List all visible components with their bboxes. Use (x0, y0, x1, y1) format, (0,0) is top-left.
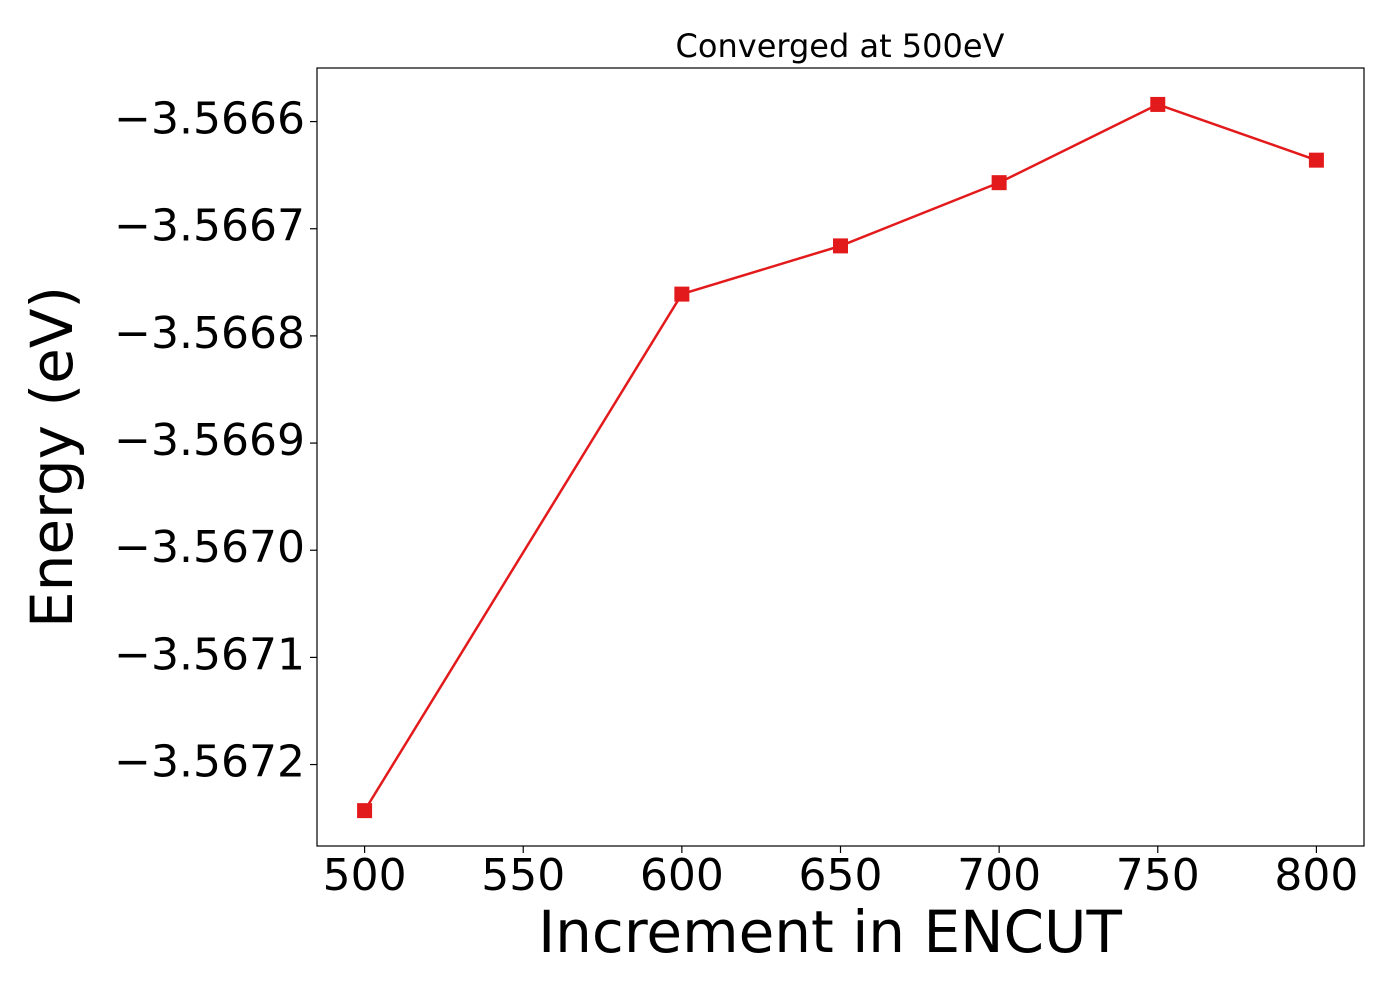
plot-frame (316, 67, 1365, 847)
chart-title: Converged at 500eV (676, 27, 1005, 65)
x-tick-label: 550 (481, 850, 565, 901)
y-tick-label: −3.5667 (114, 201, 305, 252)
y-tick-label: −3.5670 (114, 522, 305, 573)
data-point (1150, 96, 1166, 112)
x-tick-label: 700 (957, 850, 1041, 901)
data-point (674, 286, 690, 302)
y-axis-label: Energy (eV) (18, 286, 86, 628)
y-tick-label: −3.5666 (114, 94, 305, 145)
x-tick-label: 750 (1116, 850, 1200, 901)
x-axis-label: Increment in ENCUT (538, 898, 1122, 966)
data-point (1308, 152, 1324, 168)
data-point (833, 238, 848, 254)
data-point (357, 803, 373, 819)
y-tick-label: −3.5669 (114, 415, 305, 466)
data-point (991, 175, 1007, 191)
x-tick-label: 650 (799, 850, 883, 901)
x-tick-label: 800 (1274, 850, 1358, 901)
x-tick-label: 500 (323, 850, 407, 901)
y-tick-label: −3.5671 (114, 629, 305, 680)
y-tick-label: −3.5668 (114, 308, 305, 359)
y-tick-label: −3.5672 (114, 737, 305, 788)
series-line (363, 103, 1317, 812)
x-tick-label: 600 (640, 850, 724, 901)
